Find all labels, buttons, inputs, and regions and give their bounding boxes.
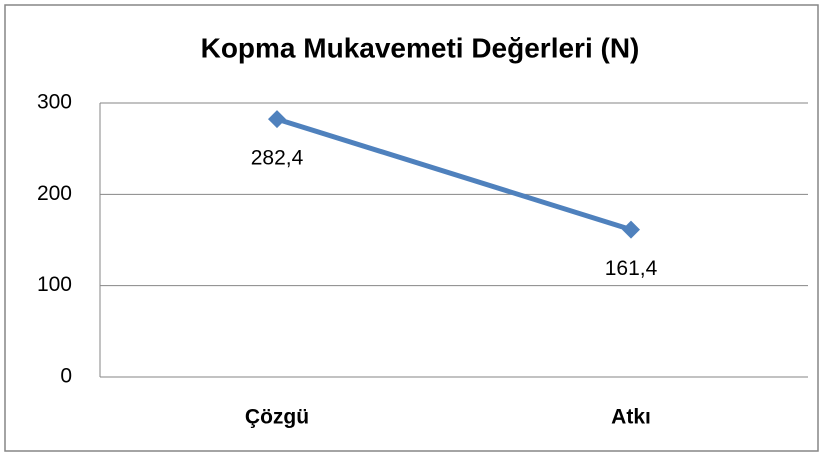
marker — [268, 110, 286, 129]
line — [276, 116, 632, 232]
chart-border — [4, 4, 819, 452]
chart-title: Kopma Mukavemeti Değerleri (N) — [201, 32, 640, 63]
y-tick-label: 200 — [37, 182, 72, 205]
y-tick-label: 100 — [37, 273, 72, 296]
marker — [622, 220, 640, 239]
data-label: 161,4 — [605, 257, 658, 280]
data-label: 282,4 — [251, 147, 304, 170]
y-tick-label: 0 — [60, 365, 72, 388]
x-tick-label: Atkı — [611, 406, 651, 429]
x-tick-label: Çözgü — [245, 406, 309, 429]
y-tick-label: 300 — [37, 91, 72, 114]
